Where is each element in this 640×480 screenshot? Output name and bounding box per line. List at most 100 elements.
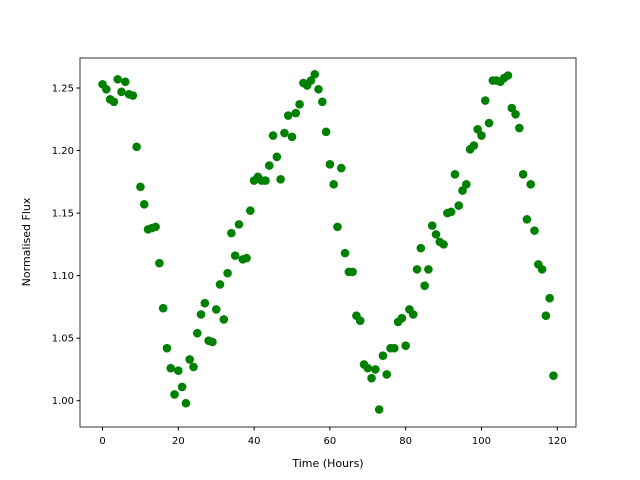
point xyxy=(473,124,482,134)
x-tick-label: 120 xyxy=(548,436,567,447)
point xyxy=(291,108,301,118)
point xyxy=(515,123,524,133)
point xyxy=(549,371,558,381)
y-tick-label: 1.05 xyxy=(52,334,74,345)
point xyxy=(185,355,194,364)
y-tick-label: 1.25 xyxy=(52,84,74,95)
point xyxy=(530,226,539,235)
point xyxy=(469,141,479,150)
point xyxy=(109,97,119,107)
y-tick-label: 1.10 xyxy=(52,271,74,282)
point xyxy=(151,222,160,232)
point xyxy=(431,230,441,239)
point xyxy=(374,405,384,414)
point xyxy=(522,215,532,224)
point xyxy=(446,207,456,217)
point xyxy=(397,313,407,323)
point xyxy=(454,201,464,210)
point xyxy=(427,221,437,230)
point xyxy=(363,363,373,373)
point xyxy=(287,132,297,142)
point xyxy=(503,71,513,80)
point xyxy=(321,127,331,137)
point xyxy=(416,243,426,253)
point xyxy=(177,382,187,392)
point xyxy=(333,222,342,232)
axes-frame xyxy=(79,57,577,428)
point xyxy=(117,87,126,97)
x-tick-label: 60 xyxy=(324,436,337,447)
point xyxy=(170,390,179,399)
y-tick-label: 1.20 xyxy=(52,146,74,157)
point xyxy=(450,170,460,179)
point xyxy=(200,298,210,308)
point xyxy=(162,343,172,353)
point xyxy=(230,251,240,260)
point xyxy=(283,111,293,120)
point xyxy=(408,310,418,319)
point xyxy=(242,253,251,263)
point xyxy=(227,228,236,238)
point xyxy=(113,74,123,84)
point xyxy=(174,366,183,376)
point xyxy=(166,363,176,373)
point xyxy=(136,182,145,192)
point xyxy=(439,240,448,249)
point xyxy=(139,200,149,209)
point xyxy=(420,281,429,290)
point xyxy=(155,258,164,268)
point xyxy=(518,170,528,179)
x-tick-label: 80 xyxy=(399,436,412,447)
y-axis-label: Normalised Flux xyxy=(20,197,33,286)
point xyxy=(424,265,433,274)
point xyxy=(234,220,244,229)
point xyxy=(484,118,494,128)
point xyxy=(367,373,376,383)
x-axis-label: Time (Hours) xyxy=(291,457,363,470)
point xyxy=(264,161,274,170)
point xyxy=(132,142,141,152)
point xyxy=(208,337,217,347)
point xyxy=(537,265,547,274)
point xyxy=(401,341,410,350)
point xyxy=(545,293,554,303)
point xyxy=(276,175,285,184)
point xyxy=(192,328,202,338)
point xyxy=(348,267,357,277)
y-tick-label: 1.15 xyxy=(52,209,74,220)
point xyxy=(382,370,392,379)
point xyxy=(412,265,422,274)
point xyxy=(526,180,536,189)
point xyxy=(511,109,520,119)
point xyxy=(219,315,229,324)
point xyxy=(480,96,490,105)
point xyxy=(215,280,225,289)
point xyxy=(272,152,282,162)
point xyxy=(268,131,278,140)
point xyxy=(310,69,320,79)
point xyxy=(102,84,111,94)
point xyxy=(541,311,551,320)
point xyxy=(462,180,471,189)
point xyxy=(280,128,289,138)
point xyxy=(306,76,316,85)
point xyxy=(318,97,327,107)
point xyxy=(477,131,486,140)
point xyxy=(120,77,130,87)
x-tick-label: 100 xyxy=(472,436,491,447)
x-tick-label: 0 xyxy=(99,436,105,447)
x-tick-label: 40 xyxy=(248,436,261,447)
point xyxy=(340,248,350,258)
x-tick-label: 20 xyxy=(172,436,185,447)
point xyxy=(261,176,270,185)
point xyxy=(336,163,346,173)
point xyxy=(390,343,399,353)
point xyxy=(458,186,467,195)
point xyxy=(246,206,255,215)
point xyxy=(196,310,206,319)
point xyxy=(325,160,335,169)
point xyxy=(507,103,517,113)
